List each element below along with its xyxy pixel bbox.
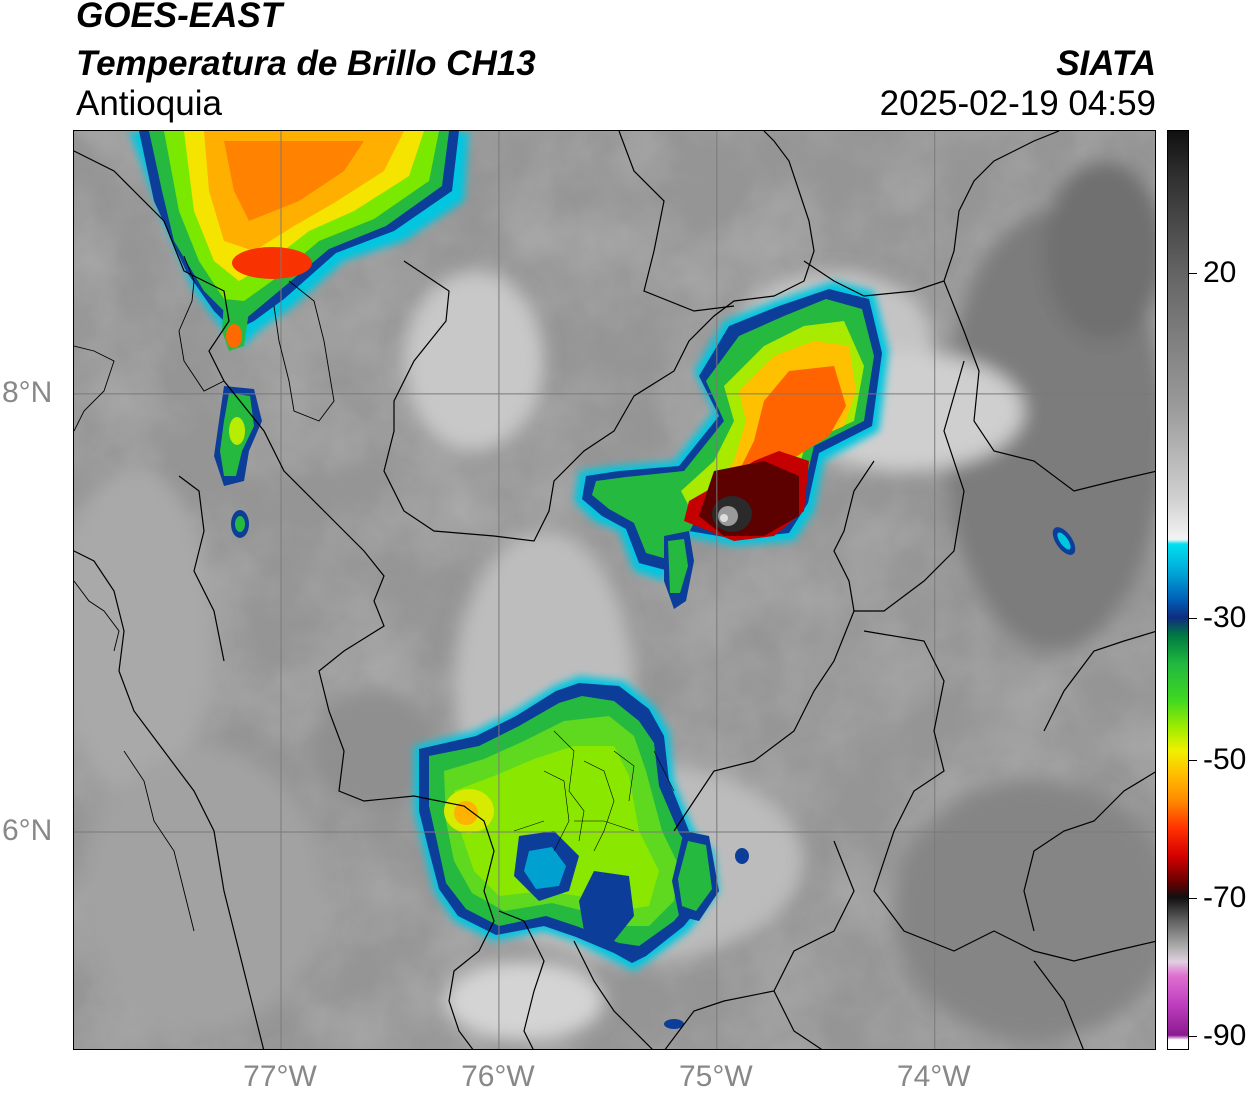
title-product: Temperatura de Brillo CH13 [76, 44, 536, 83]
colorbar-tick-mark [1189, 1036, 1197, 1038]
storm-central [414, 676, 749, 1029]
datetime-label: 2025-02-19 04:59 [879, 84, 1156, 123]
colorbar-tick-label: -90 [1203, 1019, 1247, 1053]
x-tick-label: 77°W [243, 1060, 317, 1093]
municipal-borders [513, 730, 675, 852]
storm-northwest [129, 131, 469, 538]
y-tick-label: 6°N [2, 813, 53, 847]
title-region: Antioquia [76, 84, 222, 123]
x-tick-label: 76°W [461, 1060, 535, 1093]
political-borders [74, 131, 1155, 1049]
colorbar-tick-label: -50 [1203, 743, 1247, 777]
x-tick-label: 74°W [896, 1060, 971, 1093]
colorbar-tick-label: -70 [1203, 881, 1247, 915]
colorbar [1167, 130, 1189, 1050]
satellite-map[interactable] [74, 131, 1156, 1050]
title-satellite: GOES-EAST [76, 0, 283, 35]
colorbar-tick-label: 20 [1203, 255, 1237, 289]
storm-northeast [574, 281, 1076, 609]
y-tick-label: 8°N [2, 375, 53, 409]
colorbar-tick-label: -30 [1203, 600, 1247, 634]
colorbar-tick-mark [1189, 760, 1197, 762]
colorbar-tick-mark [1189, 898, 1197, 900]
coastline [74, 255, 335, 932]
colorbar-tick-mark [1189, 272, 1197, 274]
colorbar-tick-mark [1189, 617, 1197, 619]
x-tick-label: 75°W [678, 1060, 753, 1093]
agency-label: SIATA [1056, 44, 1156, 83]
map-panel[interactable] [73, 130, 1156, 1050]
